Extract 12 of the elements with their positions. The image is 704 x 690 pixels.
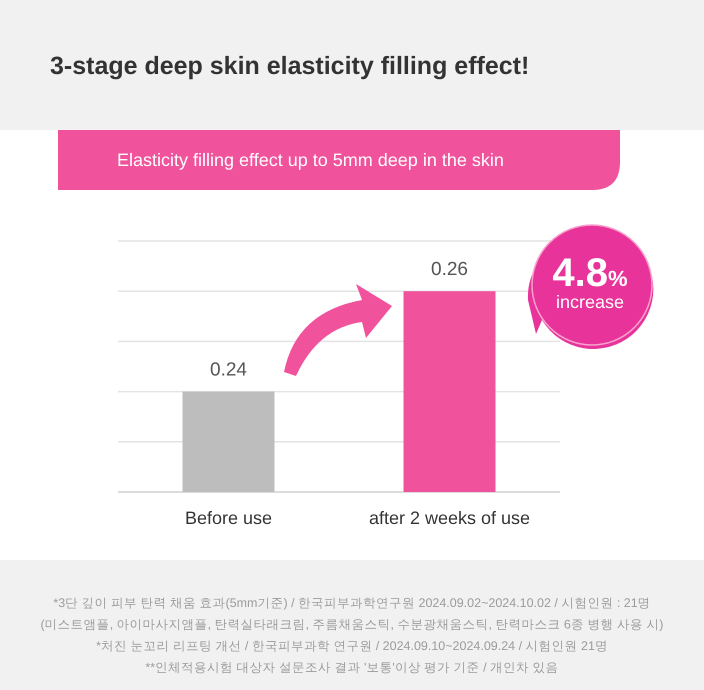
text: (미스트앰플, 아이마사지앰플, 탄력실타래크림, 주름채움스틱, 수분광채움스틱, 탄력마스크 6종 병행 사용 시) [40, 618, 664, 632]
x-tick-label: Before use [184, 508, 272, 528]
text: **인체적용시험 대상자 설문조사 결과 '보통'이상 평가 기준 / 개인차 있음 [145, 660, 559, 674]
x-tick-label: after 2 weeks of use [368, 508, 530, 528]
chart-subtitle: Elasticity filling effect up to 5mm deep in the skin [117, 150, 504, 170]
data-label: 0.24 [210, 360, 248, 381]
annotation: 4.8% [552, 251, 628, 295]
text: *처진 눈꼬리 리프팅 개선 / 한국피부과학 연구원 / 2024.09.10~2024.09.24 / 시험인원 21명 [96, 639, 608, 653]
text: *3단 깊이 피부 탄력 채움 효과(5mm기준) / 한국피부과학연구원 2024.09.02~2024.10.02 / 시험인원 : 21명 [53, 596, 651, 610]
data-label: 0.26 [431, 259, 468, 280]
chart-title: 3-stage deep skin elasticity filling effect! [50, 52, 530, 80]
annotation: increase [556, 292, 624, 312]
